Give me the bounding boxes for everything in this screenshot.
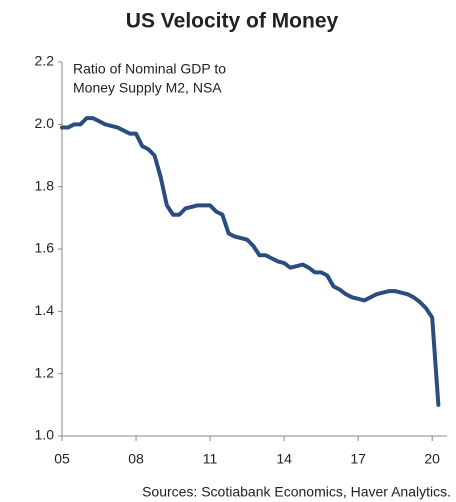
x-tick-label: 08 [128, 451, 144, 467]
annotation: Money Supply M2, NSA [73, 80, 222, 96]
y-tick-label: 1.8 [35, 177, 55, 193]
x-tick-label: 20 [424, 451, 440, 467]
y-tick-label: 2.2 [35, 53, 55, 69]
source-note: Sources: Scotiabank Economics, Haver Ana… [142, 484, 451, 500]
x-tick-label: 11 [203, 451, 218, 467]
x-tick-label: 17 [350, 451, 366, 467]
y-tick-label: 2.0 [35, 115, 55, 131]
data-line [60, 116, 441, 407]
x-tick-label: 05 [54, 451, 70, 467]
y-tick-label: 1.0 [35, 427, 55, 443]
annotation: Ratio of Nominal GDP to [73, 61, 226, 77]
x-tick-label: 14 [276, 451, 292, 467]
y-tick-label: 1.4 [35, 302, 55, 318]
chart-title: US Velocity of Money [126, 10, 339, 33]
y-tick-label: 1.2 [35, 364, 55, 380]
y-tick-label: 1.6 [35, 240, 55, 256]
